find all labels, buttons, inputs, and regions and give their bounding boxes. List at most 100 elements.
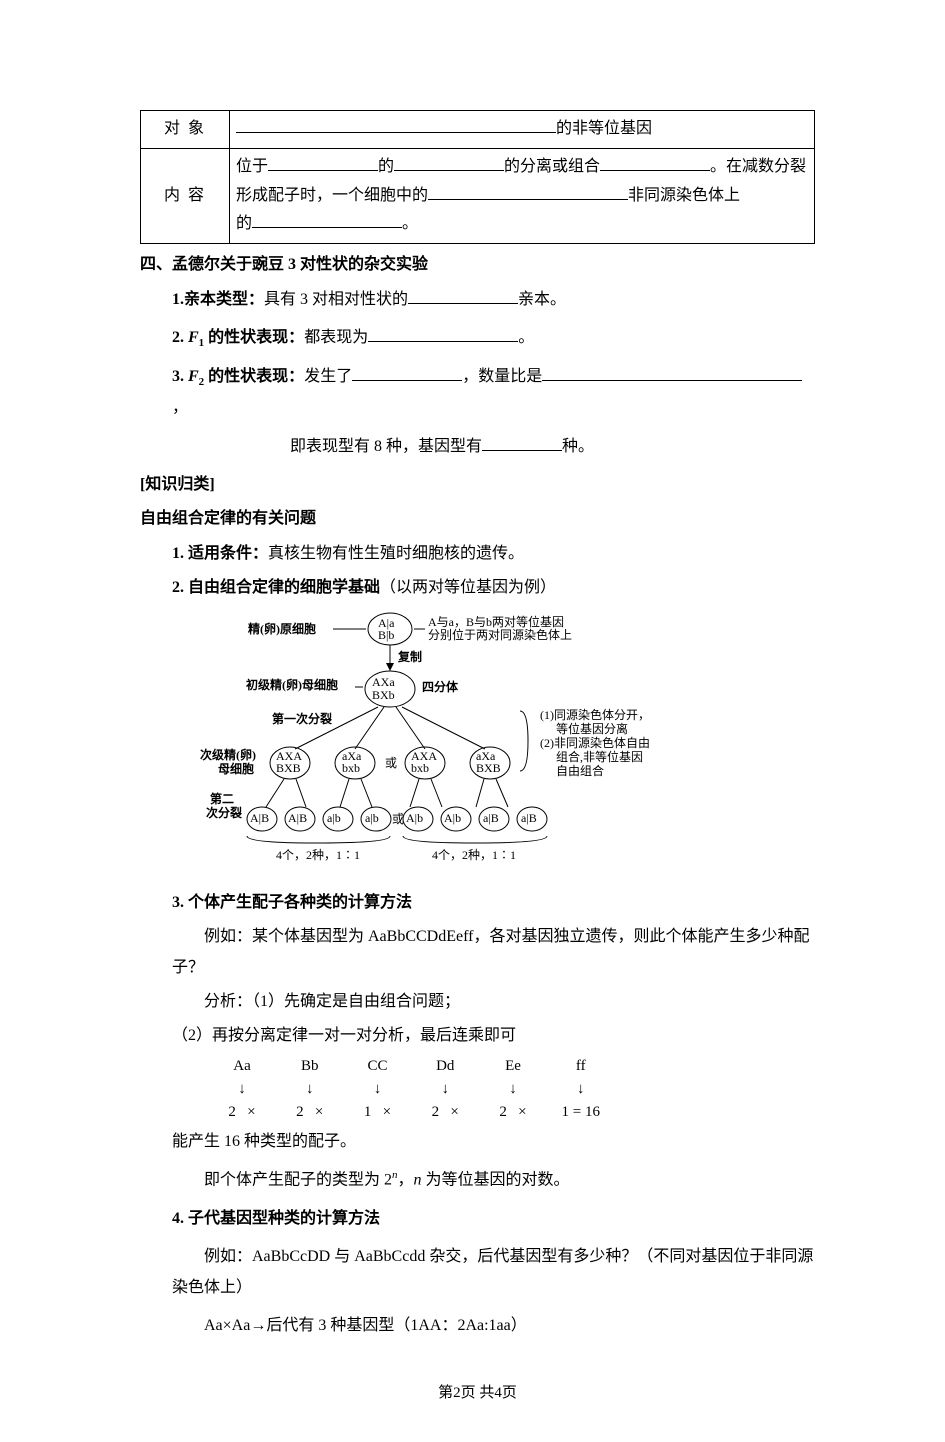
- text: 形成配子时，一个细胞中的: [236, 187, 428, 204]
- text: 亲本。: [518, 291, 566, 308]
- svg-text:a|b: a|b: [365, 811, 379, 825]
- text: 的性状表现：: [204, 329, 304, 346]
- svg-text:母细胞: 母细胞: [218, 761, 254, 776]
- svg-text:或: 或: [392, 812, 404, 826]
- text: 种。: [562, 438, 594, 455]
- gene: Aa: [210, 1058, 274, 1075]
- zhishi-title: 自由组合定律的有关问题: [140, 504, 815, 534]
- text: 。: [402, 215, 418, 232]
- svg-text:复制: 复制: [397, 649, 422, 664]
- definition-table: 对象 的非等位基因 内容 位于的的分离或组合。在减数分裂 形成配子时，一个细胞中…: [140, 110, 815, 244]
- text: 非同源染色体上: [628, 187, 740, 204]
- sec4-item2: 2. F1 的性状表现：都表现为。: [140, 323, 815, 354]
- blank: [408, 287, 518, 304]
- arrow-down-icon: ↓: [413, 1081, 477, 1098]
- svg-text:BXB: BXB: [476, 761, 501, 775]
- q3-analysis2: （2）再按分离定律一对一对分析，最后连乘即可: [140, 1021, 815, 1051]
- arrow-down-icon: ↓: [210, 1081, 274, 1098]
- row-object-content: 的非等位基因: [230, 111, 815, 149]
- svg-text:B|b: B|b: [378, 628, 394, 642]
- arrow-down-icon: ↓: [278, 1081, 342, 1098]
- text: 的分离或组合: [504, 158, 600, 175]
- blank: [394, 154, 504, 171]
- svg-text:自由组合: 自由组合: [556, 763, 604, 778]
- label: 2. 自由组合定律的细胞学基础: [172, 579, 380, 596]
- svg-text:次级精(卵): 次级精(卵): [200, 747, 256, 762]
- text: 即个体产生配子的类型为 2: [204, 1172, 392, 1189]
- calc-headers: Aa Bb CC Dd Ee ff: [210, 1058, 815, 1075]
- blank: [368, 325, 518, 342]
- q3-title: 3. 个体产生配子各种类的计算方法: [140, 888, 815, 918]
- blank: [236, 116, 556, 133]
- text: 为等位基因的对数。: [426, 1172, 570, 1189]
- sec4-item1: 1.亲本类型：具有 3 对相对性状的亲本。: [140, 285, 815, 315]
- svg-text:等位基因分离: 等位基因分离: [556, 721, 628, 736]
- text: 的性状表现：: [204, 368, 304, 385]
- svg-text:A|b: A|b: [406, 811, 423, 825]
- text: 即表现型有 8 种，基因型有: [290, 438, 482, 455]
- text: 发生了: [304, 368, 352, 385]
- svg-text:a|B: a|B: [521, 811, 537, 825]
- sec4-item3: 3. F2 的性状表现：发生了，数量比是，: [140, 362, 815, 423]
- svg-text:初级精(卵)母细胞: 初级精(卵)母细胞: [246, 677, 338, 692]
- svg-text:BXB: BXB: [276, 761, 301, 775]
- svg-text:bxb: bxb: [411, 761, 429, 775]
- svg-text:a|b: a|b: [327, 811, 341, 825]
- meiosis-diagram-svg: .t { font-family: SimSun, serif; font-si…: [200, 611, 740, 876]
- svg-text:bxb: bxb: [342, 761, 360, 775]
- result: = 16: [569, 1104, 600, 1120]
- page-footer: 第2页 共4页: [140, 1381, 815, 1402]
- svg-text:(1)同源染色体分开，: (1)同源染色体分开，: [540, 707, 650, 722]
- text: 具有 3 对相对性状的: [264, 291, 408, 308]
- svg-text:或: 或: [385, 756, 397, 770]
- times: ×: [450, 1104, 458, 1120]
- svg-text:a|B: a|B: [483, 811, 499, 825]
- times: ×: [383, 1104, 391, 1120]
- cell-diagram: .t { font-family: SimSun, serif; font-si…: [200, 611, 815, 879]
- times: ×: [518, 1104, 526, 1120]
- gene: Dd: [413, 1058, 477, 1075]
- svg-text:次分裂: 次分裂: [206, 805, 242, 820]
- blank: [268, 154, 378, 171]
- val: 2: [228, 1104, 236, 1120]
- gene: Ee: [481, 1058, 545, 1075]
- times: ×: [247, 1104, 255, 1120]
- arrow-down-icon: ↓: [346, 1081, 410, 1098]
- svg-text:A|b: A|b: [444, 811, 461, 825]
- row-content-label: 内容: [141, 148, 230, 243]
- svg-text:分别位于两对同源染色体上: 分别位于两对同源染色体上: [428, 627, 572, 642]
- label: 1. 适用条件：: [172, 545, 268, 562]
- svg-text:A|B: A|B: [288, 811, 307, 825]
- q1: 1. 适用条件：真核生物有性生殖时细胞核的遗传。: [140, 539, 815, 569]
- val: 2: [296, 1104, 304, 1120]
- text: 位于: [236, 158, 268, 175]
- val: 1: [364, 1104, 372, 1120]
- sec4-item3-line2: 即表现型有 8 种，基因型有 种。: [140, 432, 815, 462]
- blank: [428, 183, 628, 200]
- svg-text:(2)非同源染色体自由: (2)非同源染色体自由: [540, 735, 650, 750]
- blank: [482, 434, 562, 451]
- svg-text:第一次分裂: 第一次分裂: [272, 711, 332, 726]
- svg-text:组合,非等位基因: 组合,非等位基因: [556, 749, 643, 764]
- text: 3.: [172, 368, 188, 385]
- q3-result: 能产生 16 种类型的配子。: [140, 1127, 815, 1157]
- svg-text:4个，2种，1∶1: 4个，2种，1∶1: [432, 848, 516, 862]
- svg-text:A|B: A|B: [250, 811, 269, 825]
- text: 的非等位基因: [556, 120, 652, 137]
- q2: 2. 自由组合定律的细胞学基础（以两对等位基因为例）: [140, 573, 815, 603]
- text: ，: [398, 1172, 414, 1189]
- section4-title: 四、孟德尔关于豌豆 3 对性状的杂交实验: [140, 250, 815, 280]
- text: 真核生物有性生殖时细胞核的遗传。: [268, 545, 524, 562]
- gene: ff: [549, 1058, 613, 1075]
- q4-title: 4. 子代基因型种类的计算方法: [140, 1204, 815, 1234]
- arrow-down-icon: ↓: [481, 1081, 545, 1098]
- blank: [252, 211, 402, 228]
- text: 。: [518, 329, 534, 346]
- f-symbol: F: [188, 329, 199, 346]
- text: 的: [378, 158, 394, 175]
- svg-text:4个，2种，1∶1: 4个，2种，1∶1: [276, 848, 360, 862]
- row-object-label: 对象: [141, 111, 230, 149]
- text: ，数量比是: [462, 368, 542, 385]
- calc-values: 2 × 2 × 1 × 2 × 2 × 1 = 16: [210, 1104, 815, 1121]
- blank: [600, 154, 710, 171]
